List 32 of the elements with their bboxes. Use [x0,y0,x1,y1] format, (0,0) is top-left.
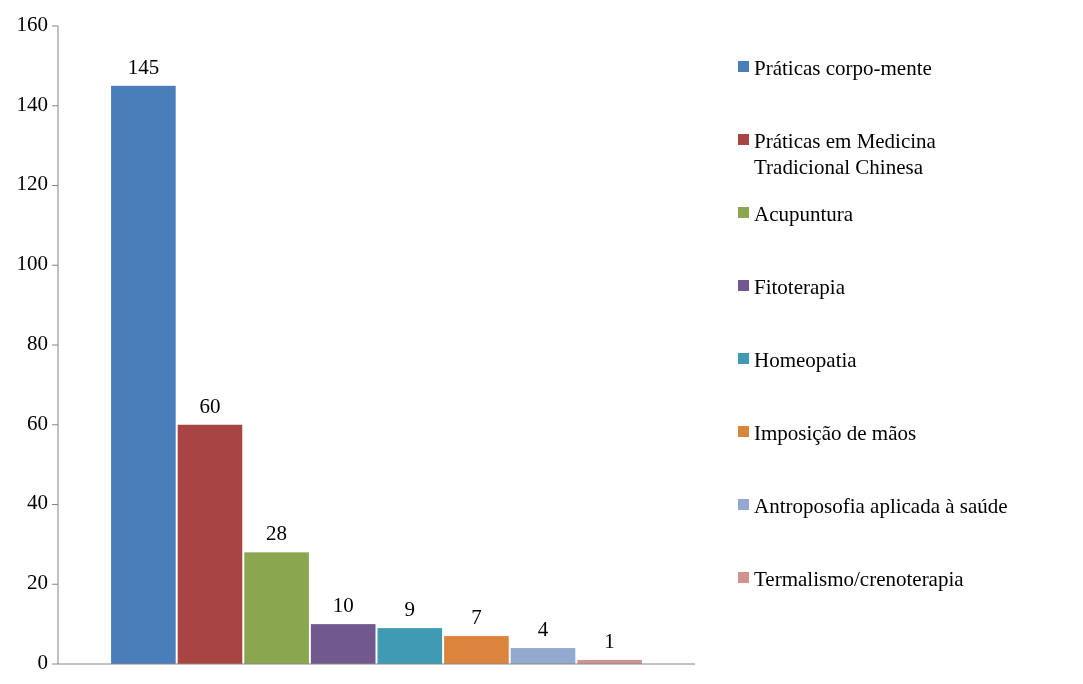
y-tick-label: 20 [27,570,48,595]
y-tick-label: 120 [16,171,48,196]
data-label: 7 [471,605,482,630]
data-label: 60 [199,393,221,418]
legend-label: Antroposofia aplicada à saúde [754,493,1008,518]
y-tick-label: 140 [16,91,48,116]
data-label: 10 [332,593,354,618]
data-label: 1 [604,629,615,654]
data-label: 28 [266,521,288,546]
legend-label: Homeopatia [754,347,858,372]
bar [111,85,176,664]
y-tick-label: 80 [27,330,48,355]
bar [244,552,309,664]
bar [377,628,443,664]
bar [444,636,509,664]
bar [510,648,576,664]
y-tick-label: 60 [27,410,48,435]
bar [310,624,376,664]
legend-label: Práticas corpo-mente [754,55,932,80]
legend-label: Imposição de mãos [754,420,917,445]
y-tick-label: 40 [27,490,48,515]
data-label: 9 [404,597,416,622]
bar [177,424,243,664]
y-tick-label: 0 [37,649,48,674]
legend-label: Fitoterapia [754,274,846,299]
legend-label: Termalismo/crenoterapia [754,566,965,591]
y-tick-label: 100 [16,251,48,276]
legend-label: Acupuntura [754,201,854,226]
data-label: 4 [537,617,549,642]
y-tick-label: 160 [16,11,48,36]
data-label: 145 [127,54,160,79]
legend-label: Práticas em Medicina Tradicional Chinesa [754,128,937,179]
